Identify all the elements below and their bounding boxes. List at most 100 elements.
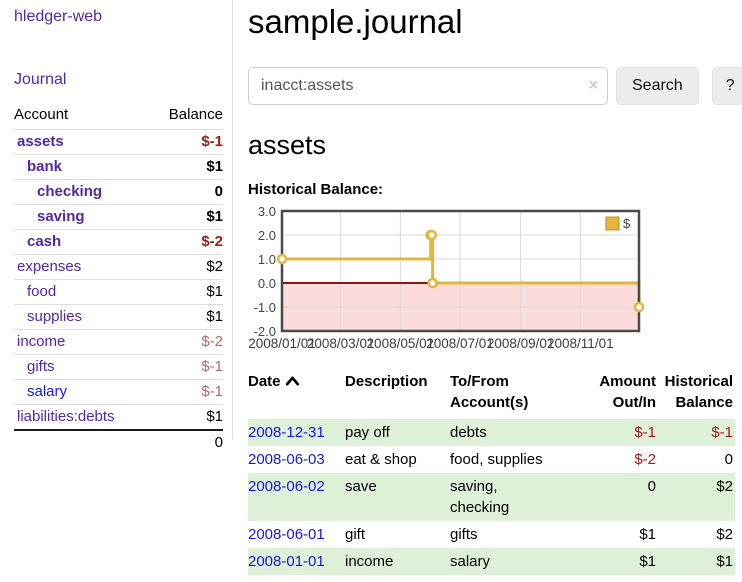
transaction-description: pay off [345, 424, 390, 441]
page-title: sample.journal [248, 3, 463, 40]
account-link-saving[interactable]: saving [37, 208, 85, 225]
account-row: liabilities:debts $1 [14, 404, 223, 430]
account-balance: $-2 [149, 229, 223, 255]
account-row: income $-2 [14, 329, 223, 355]
account-row: bank $1 [14, 154, 223, 180]
account-link-assets[interactable]: assets [17, 133, 64, 150]
account-row: supplies $1 [14, 304, 223, 330]
account-link-expenses[interactable]: expenses [17, 258, 82, 275]
register-header-date[interactable]: Date [248, 369, 345, 419]
transaction-accounts: food, supplies [450, 451, 543, 468]
transaction-balance: 0 [724, 451, 733, 468]
data-point-marker [276, 253, 288, 265]
account-balance: $2 [149, 254, 223, 280]
historical-balance-chart: $3.0 2.0 1.0 0.0 -1.0 -2.0 2008/01/01 2008/03/0… [248, 204, 742, 353]
transaction-amount: 0 [647, 478, 656, 495]
account-link-supplies[interactable]: supplies [27, 308, 83, 325]
account-balance: $1 [149, 404, 223, 430]
accounts-header-account: Account [14, 106, 69, 123]
account-row: checking 0 [14, 179, 223, 205]
register-row: 2008-06-01 gift gifts $1 $2 [248, 521, 735, 548]
register-row: 2008-01-01 income salary $1 $1 [248, 548, 735, 575]
y-tick-label: 2.0 [258, 228, 276, 243]
transaction-date-link[interactable]: 2008-06-02 [248, 478, 325, 495]
search-form: × Search ? [248, 67, 742, 105]
accounts-table: Account Balance assets $-1 bank $1 checking 0… [14, 104, 223, 455]
account-link-checking[interactable]: checking [37, 183, 103, 200]
register-row: 2008-06-02 save saving, checking 0 $2 [248, 473, 735, 521]
transaction-amount: $1 [639, 553, 656, 570]
transaction-date-link[interactable]: 2008-06-01 [248, 526, 325, 543]
x-tick-label: 2008/01/01 [248, 336, 316, 351]
accounts-header-balance: Balance [168, 106, 223, 123]
account-balance: $1 [149, 304, 223, 330]
account-row: gifts $-1 [14, 354, 223, 380]
account-link-liabilities-debts[interactable]: liabilities:debts [17, 408, 115, 425]
account-link-cash[interactable]: cash [27, 233, 62, 250]
transaction-description: save [345, 478, 377, 495]
register-header-historical-balance: Historical Balance [664, 373, 733, 411]
transaction-date-link[interactable]: 2008-06-03 [248, 451, 325, 468]
register-table: Date Description To/From Account(s) Amount Ou… [248, 369, 735, 575]
register-header-amount-out-in: Amount Out/In [599, 373, 656, 411]
account-row: salary $-1 [14, 379, 223, 405]
sort-ascending-icon [285, 376, 299, 386]
transaction-description: gift [345, 526, 366, 543]
account-balance: $1 [149, 154, 223, 180]
account-balance: $1 [149, 279, 223, 305]
account-link-food[interactable]: food [27, 283, 57, 300]
transaction-description: eat & shop [345, 451, 417, 468]
x-tick-label: 2008/09/01 [487, 336, 555, 351]
transaction-description: income [345, 553, 394, 570]
x-tick-label: 2008/11/01 [547, 336, 614, 351]
plot-border [280, 209, 641, 333]
account-balance: $-1 [149, 129, 223, 155]
account-row: assets $-1 [14, 129, 223, 155]
data-point-marker [633, 301, 645, 313]
transaction-date-link[interactable]: 2008-12-31 [248, 424, 325, 441]
transaction-accounts: debts [450, 424, 487, 441]
data-point-marker [426, 229, 437, 241]
x-tick-label: 2008/05/01 [367, 336, 435, 351]
search-input[interactable] [248, 67, 608, 105]
x-tick-label: 2008/07/01 [426, 336, 494, 351]
sidebar: hledger-web Journal Account Balance asse… [0, 0, 233, 455]
account-row: expenses $2 [14, 254, 223, 280]
transaction-date-link[interactable]: 2008-01-01 [248, 553, 325, 570]
register-row: 2008-06-03 eat & shop food, supplies $-2 0 [248, 446, 735, 473]
main-content: sample.journal × Search ? assets Histori… [233, 0, 742, 575]
app-title-link[interactable]: hledger-web [14, 8, 103, 25]
transaction-balance: $2 [716, 478, 733, 495]
accounts-body: assets $-1 bank $1 checking 0 saving $1 cash $-2 e… [14, 129, 223, 455]
transaction-amount: $-2 [634, 451, 656, 468]
transaction-accounts: gifts [450, 526, 478, 543]
y-tick-label: 0.0 [258, 276, 276, 291]
data-point-marker [427, 277, 438, 289]
account-row: cash $-2 [14, 229, 223, 255]
search-input-wrap: × [248, 67, 608, 105]
x-tick-label: 2008/03/01 [307, 336, 375, 351]
account-link-gifts[interactable]: gifts [27, 358, 55, 375]
register-row: 2008-12-31 pay off debts $-1 $-1 [248, 419, 735, 446]
y-tick-label: -2.0 [254, 324, 276, 339]
account-link-income[interactable]: income [17, 333, 66, 350]
chart-section-label: Historical Balance: [248, 181, 384, 198]
clear-search-icon[interactable]: × [588, 77, 598, 94]
account-row: food $1 [14, 279, 223, 305]
search-button[interactable]: Search [616, 67, 699, 105]
account-balance: $-2 [149, 329, 223, 355]
transaction-accounts: saving, checking [450, 478, 510, 516]
transaction-accounts: salary [450, 553, 491, 570]
y-tick-label: 1.0 [258, 252, 276, 267]
account-link-bank[interactable]: bank [27, 158, 63, 175]
account-balance: $1 [149, 204, 223, 230]
sidebar-item-journal[interactable]: Journal [14, 71, 67, 88]
account-row: saving $1 [14, 204, 223, 230]
search-help-button[interactable]: ? [711, 67, 742, 105]
accounts-total-value: 0 [149, 429, 223, 455]
account-link-salary[interactable]: salary [27, 383, 68, 400]
account-balance: $-1 [149, 379, 223, 405]
y-tick-label: 3.0 [258, 204, 276, 219]
legend-label: $ [623, 216, 631, 231]
